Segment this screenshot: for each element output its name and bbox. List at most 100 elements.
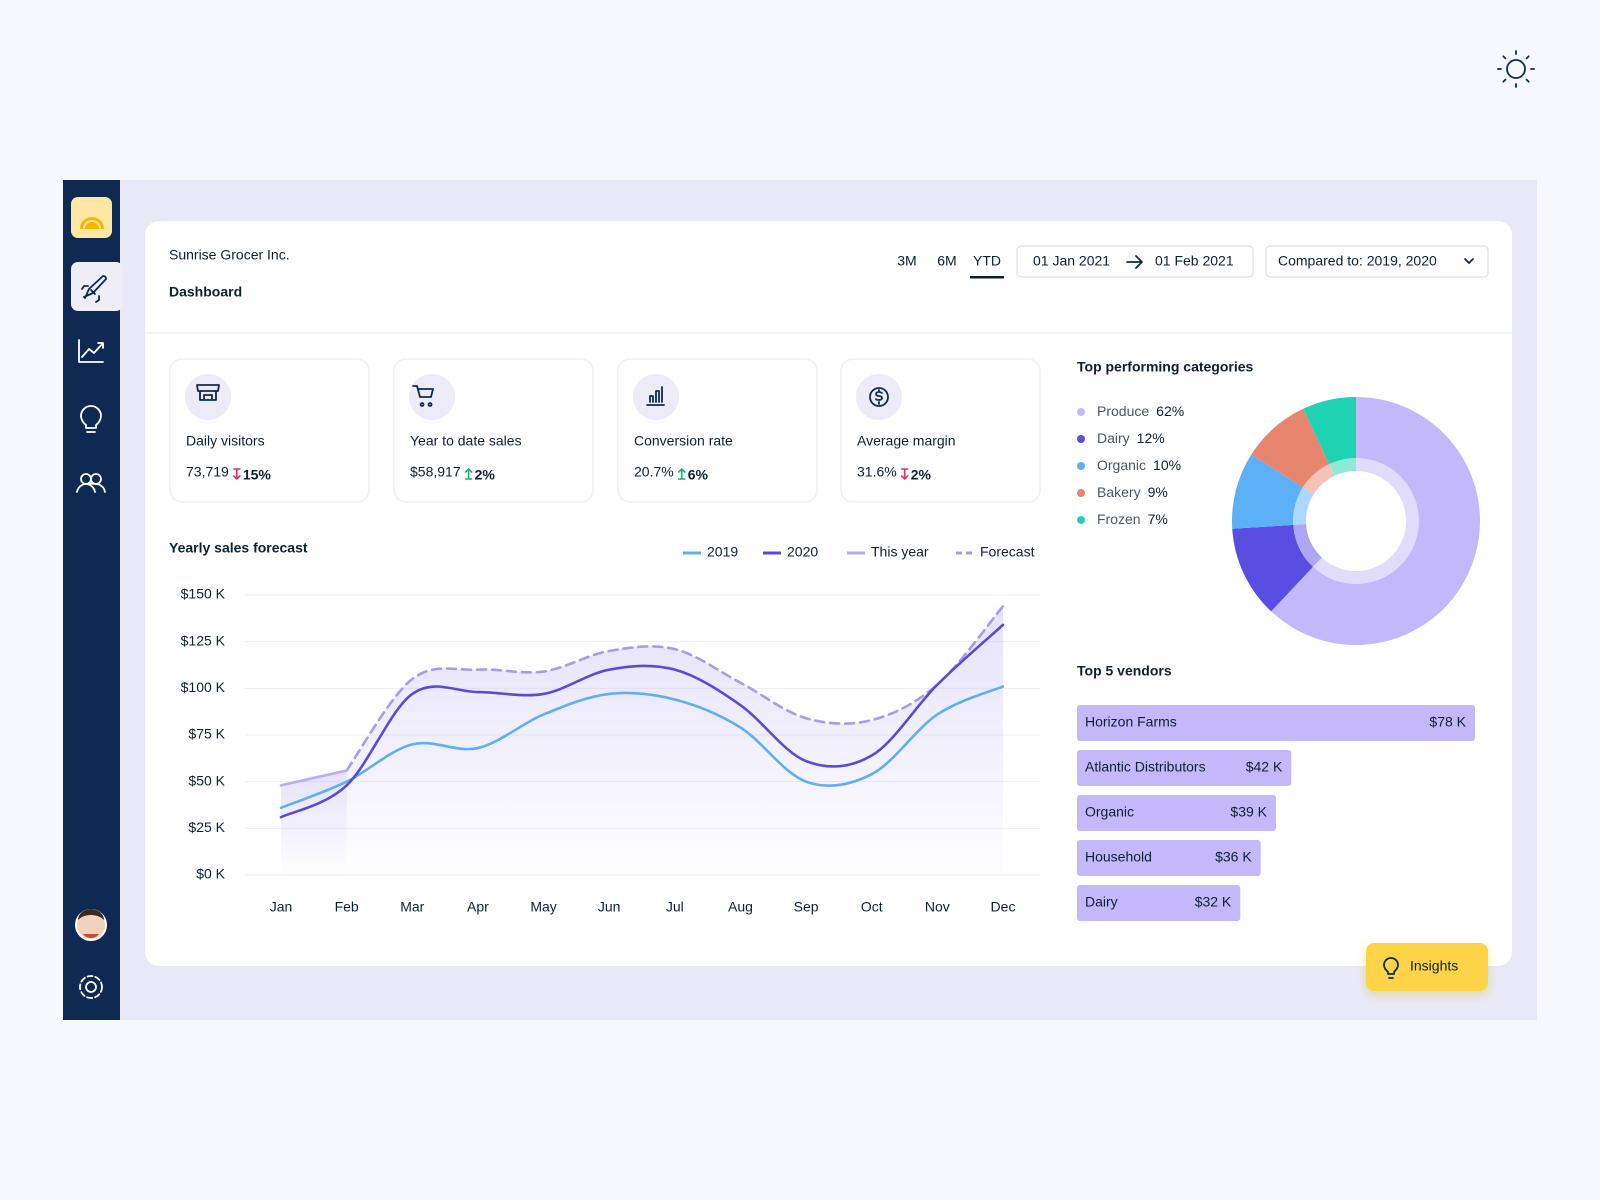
kpi-value: 31.6%	[857, 464, 897, 480]
donut-segment	[1303, 397, 1356, 476]
bar-label: Organic	[1085, 804, 1134, 820]
line-series	[279, 623, 1005, 819]
x-tick-label: Jun	[598, 899, 621, 915]
legend-dot	[1077, 516, 1085, 524]
company-name: Sunrise Grocer Inc.	[169, 247, 290, 263]
legend-value: 10%	[1153, 457, 1181, 473]
legend-label: Bakery	[1097, 484, 1141, 500]
range-tab[interactable]: 6M	[937, 253, 956, 269]
logo[interactable]	[71, 197, 112, 238]
bar	[1077, 795, 1276, 831]
legend-entry: Frozen 7%	[1097, 511, 1168, 527]
legend-label: Dairy	[1097, 430, 1130, 446]
legend-label: 2019	[707, 544, 738, 560]
kpi-value: 20.7%	[634, 464, 674, 480]
x-tick-label: May	[530, 899, 556, 915]
legend-dot	[1077, 435, 1085, 443]
chart-title: Top 5 vendors	[1077, 663, 1172, 679]
date-range[interactable]: 01 Jan 2021 01 Feb 2021	[1016, 245, 1254, 278]
x-tick-label: Oct	[861, 899, 883, 915]
x-tick-label: Feb	[335, 899, 359, 915]
kpi-change: 2%	[475, 467, 496, 483]
sidebar	[63, 180, 120, 1020]
donut-hole	[1306, 471, 1406, 571]
nav-settings[interactable]	[79, 975, 103, 999]
compare-select[interactable]: Compared to: 2019, 2020	[1265, 245, 1489, 278]
legend-label: This year	[871, 544, 929, 560]
donut-segment	[1271, 397, 1480, 645]
legend-label: Frozen	[1097, 511, 1141, 527]
kpi-value: 73,719	[186, 464, 229, 480]
bar	[1077, 840, 1261, 876]
user-avatar[interactable]	[75, 909, 107, 941]
line-series	[345, 604, 1005, 772]
line-series	[279, 685, 1005, 810]
nav-dashboard[interactable]	[71, 262, 123, 311]
y-tick-label: $0 K	[196, 866, 225, 882]
legend-value: 12%	[1137, 430, 1165, 446]
legend-label: Organic	[1097, 457, 1146, 473]
kpi-value: $58,917	[410, 464, 461, 480]
y-tick-label: $25 K	[188, 819, 225, 835]
kpi-label: Average margin	[857, 433, 956, 449]
nav-analytics[interactable]	[78, 339, 104, 363]
bar-value-label: $36 K	[1215, 849, 1252, 865]
page-title: Dashboard	[169, 284, 242, 300]
legend-value: 62%	[1156, 403, 1184, 419]
x-tick-label: Apr	[467, 899, 489, 915]
chart-title: Top performing categories	[1077, 359, 1254, 375]
legend-value: 9%	[1148, 484, 1168, 500]
x-tick-label: Aug	[728, 899, 753, 915]
kpi-label: Conversion rate	[634, 433, 733, 449]
bar-label: Atlantic Distributors	[1085, 759, 1206, 775]
kpi-icon-bg	[185, 374, 231, 420]
legend-label: Produce	[1097, 403, 1149, 419]
nav-insights[interactable]	[80, 405, 102, 433]
legend-entry: Produce 62%	[1097, 403, 1184, 419]
kpi-change: 15%	[243, 467, 272, 483]
legend-entry: Bakery 9%	[1097, 484, 1168, 500]
bar-label: Horizon Farms	[1085, 714, 1177, 730]
y-tick-label: $75 K	[188, 726, 225, 742]
area-fill	[346, 606, 1003, 875]
nav-customers[interactable]	[76, 473, 106, 493]
kpi-change: 2%	[911, 467, 932, 483]
legend-entry: Organic 10%	[1097, 457, 1181, 473]
bar-label: Dairy	[1085, 894, 1118, 910]
bar	[1077, 705, 1475, 741]
x-tick-label: Nov	[925, 899, 950, 915]
kpi-change: 6%	[688, 467, 709, 483]
kpi-label: Year to date sales	[410, 433, 522, 449]
donut-segment	[1251, 408, 1335, 495]
kpi-icon-bg	[409, 374, 455, 420]
legend-dot	[1077, 462, 1085, 470]
y-tick-label: $150 K	[181, 586, 226, 602]
legend-entry: Dairy 12%	[1097, 430, 1165, 446]
kpi-label: Daily visitors	[186, 433, 265, 449]
y-tick-label: $100 K	[181, 679, 226, 695]
bar	[1077, 885, 1241, 921]
bar-value-label: $78 K	[1429, 714, 1466, 730]
date-from: 01 Jan 2021	[1033, 253, 1110, 269]
date-to: 01 Feb 2021	[1155, 253, 1234, 269]
y-tick-label: $50 K	[188, 772, 225, 788]
kpi-change-arrow	[233, 468, 241, 481]
kpi-change-arrow	[677, 467, 686, 480]
donut-segment	[1232, 454, 1314, 529]
kpi-change-arrow	[464, 467, 473, 480]
active-tab-underline	[970, 276, 1004, 279]
legend-label: 2020	[787, 544, 818, 560]
compare-label: Compared to: 2019, 2020	[1278, 253, 1437, 269]
bar	[1077, 750, 1292, 786]
theme-toggle[interactable]	[1497, 50, 1535, 88]
insights-label: Insights	[1410, 958, 1458, 974]
bar-value-label: $32 K	[1195, 894, 1232, 910]
x-tick-label: Jan	[270, 899, 293, 915]
bar-label: Household	[1085, 849, 1152, 865]
kpi-change-arrow	[900, 468, 909, 481]
range-tab[interactable]: YTD	[973, 253, 1001, 269]
range-tab[interactable]: 3M	[897, 253, 916, 269]
insights-button[interactable]: Insights	[1366, 943, 1488, 991]
legend-label: Forecast	[980, 544, 1035, 560]
